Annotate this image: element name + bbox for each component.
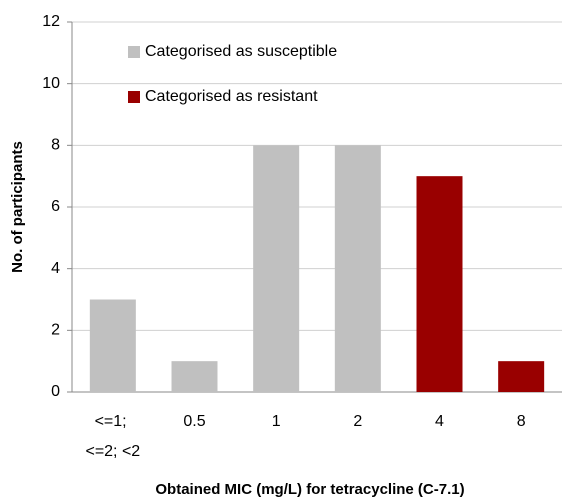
y-tick-label: 6 [51, 198, 60, 215]
x-tick-label: <=1; <=2; <2 [85, 413, 140, 460]
x-tick-label: 8 [517, 413, 526, 430]
legend-swatch [128, 91, 140, 103]
x-tick-label: 1 [272, 413, 281, 430]
bar [89, 299, 136, 392]
bar [416, 176, 463, 392]
y-tick-label: 10 [42, 75, 60, 92]
bar [171, 361, 218, 392]
legend-label: Categorised as susceptible [145, 43, 337, 60]
x-axis-label: Obtained MIC (mg/L) for tetracycline (C-… [155, 481, 464, 498]
x-tick-label: 4 [435, 413, 444, 430]
x-tick-label: 2 [353, 413, 362, 430]
legend-label: Categorised as resistant [145, 88, 318, 105]
bar [498, 361, 545, 392]
y-tick-label: 12 [42, 13, 60, 30]
y-axis-label: No. of participants [9, 141, 26, 273]
y-tick-label: 4 [51, 260, 60, 277]
x-tick-label: 0.5 [183, 413, 205, 430]
y-tick-label: 2 [51, 322, 60, 339]
bar [334, 145, 381, 392]
y-tick-label: 0 [51, 383, 60, 400]
y-tick-label: 8 [51, 137, 60, 154]
bar [253, 145, 300, 392]
legend-swatch [128, 46, 140, 58]
